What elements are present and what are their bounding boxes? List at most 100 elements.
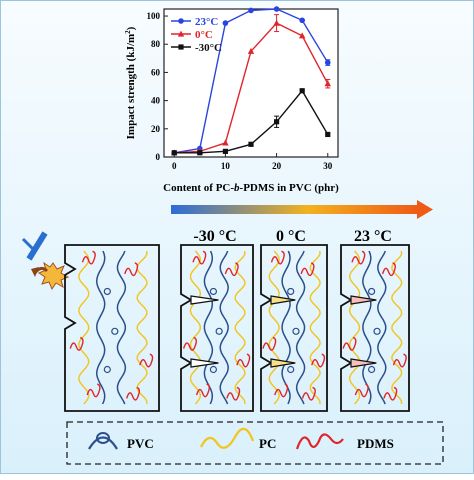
specimen-outline [64, 244, 160, 412]
pdms-coil [124, 262, 139, 277]
pdms-coil [270, 250, 285, 265]
pvc-loop [215, 327, 223, 335]
pdms-coil [182, 336, 197, 351]
y-tick-label: 80 [151, 39, 161, 49]
x-axis-label-italic: b [234, 182, 240, 194]
pdms-coil [262, 336, 277, 351]
pdms-coil [226, 386, 241, 401]
impact-burst-icon [37, 261, 70, 291]
data-point [247, 47, 255, 54]
specimen-23 [340, 244, 410, 412]
pc-chain [309, 250, 321, 405]
x-tick-label: 20 [272, 161, 282, 171]
y-tick-label: 100 [147, 11, 161, 21]
pvc-loop [111, 327, 119, 335]
specimen-initial [64, 244, 160, 412]
pvc-loop [103, 365, 111, 374]
plot-frame [163, 8, 339, 158]
pdms-coil [381, 262, 396, 277]
pvc-chain [219, 250, 229, 405]
data-point [248, 7, 254, 14]
pdms-coil [354, 383, 369, 398]
pvc-loop [368, 287, 376, 296]
pdms-coil [224, 262, 239, 277]
pdms-coil [69, 336, 84, 351]
y-axis-label: Impact strength (kJ/m2) [124, 26, 137, 139]
rotation-arrowhead-icon [31, 267, 39, 277]
temp-label-23: 23 °C [354, 228, 392, 245]
y-tick-label: 20 [151, 124, 161, 134]
pvc-chain [203, 250, 214, 405]
data-point [325, 131, 331, 138]
specimen-outline [340, 244, 410, 412]
pdms-coil [392, 353, 407, 368]
data-point [248, 141, 254, 147]
pvc-chain [95, 250, 106, 405]
pc-legend-icon [200, 427, 255, 449]
temperature-arrow [171, 200, 433, 219]
y-tick-label: 60 [151, 67, 161, 77]
series-2 [171, 88, 331, 156]
legend-pdms: PDMS [357, 436, 394, 451]
pvc-loop [209, 287, 217, 296]
legend-label: 0°C [195, 29, 213, 41]
pdms-coil [274, 383, 289, 398]
pdms-coil [126, 386, 141, 401]
crack [190, 358, 219, 368]
x-axis-label: Content of PC-b-PDMS in PVC (phr) [163, 182, 339, 194]
pvc-chain [116, 250, 127, 405]
data-point [298, 32, 306, 39]
pvc-chain [281, 250, 291, 405]
specimen-outline [260, 244, 328, 412]
crack [350, 358, 377, 368]
series-layer [171, 6, 331, 156]
pc-chain [136, 250, 148, 405]
axes: 0 10 20 30 0 20 40 60 80 100 [147, 11, 333, 171]
chart-legend: 23°C0°C-30°C [171, 16, 222, 54]
pc-chain [189, 250, 202, 405]
data-point [273, 6, 280, 12]
pdms-coil [81, 250, 96, 265]
pc-chain [348, 250, 361, 405]
x-tick-label: 10 [221, 161, 231, 171]
pdms-legend-icon [295, 433, 344, 450]
legend-label: 23°C [195, 16, 218, 28]
temp-label-minus30: -30 °C [193, 228, 236, 245]
pvc-loop [368, 365, 376, 374]
pdms-coil [383, 386, 398, 401]
pc-chain [78, 250, 90, 405]
data-point [222, 20, 229, 26]
pc-chain [391, 250, 403, 405]
specimen-minus30 [180, 244, 254, 412]
pdms-coil [192, 250, 207, 265]
pdms-coil [139, 353, 154, 368]
y-tick-label: 0 [156, 152, 161, 162]
pvc-loop [287, 287, 295, 296]
temp-label-0: 0 °C [276, 228, 306, 245]
specimen-outline [180, 244, 254, 412]
pvc-loop [373, 327, 381, 335]
impact-strength-chart: 0 10 20 30 0 20 40 60 80 100 23°C0°C-30°C Impact … [124, 6, 339, 194]
legend-marker [177, 30, 185, 37]
data-point [299, 17, 305, 24]
legend-marker [178, 18, 184, 24]
legend-marker [178, 44, 184, 50]
pvc-loop [209, 365, 217, 374]
pc-chain [234, 250, 246, 405]
pvc-loop [287, 365, 295, 374]
data-point [324, 80, 331, 87]
y-axis-label-superscript: 2 [124, 30, 132, 34]
data-point [171, 150, 177, 156]
data-point [222, 148, 229, 154]
pdms-coil [86, 383, 101, 398]
hammer-icon [21, 231, 48, 261]
data-point [324, 59, 331, 66]
pvc-chain [362, 250, 372, 405]
pvc-loop [103, 287, 111, 296]
crack [270, 358, 296, 368]
pdms-coil [300, 262, 315, 277]
data-point [197, 150, 203, 156]
pdms-coil [195, 383, 210, 398]
crack [270, 295, 296, 305]
